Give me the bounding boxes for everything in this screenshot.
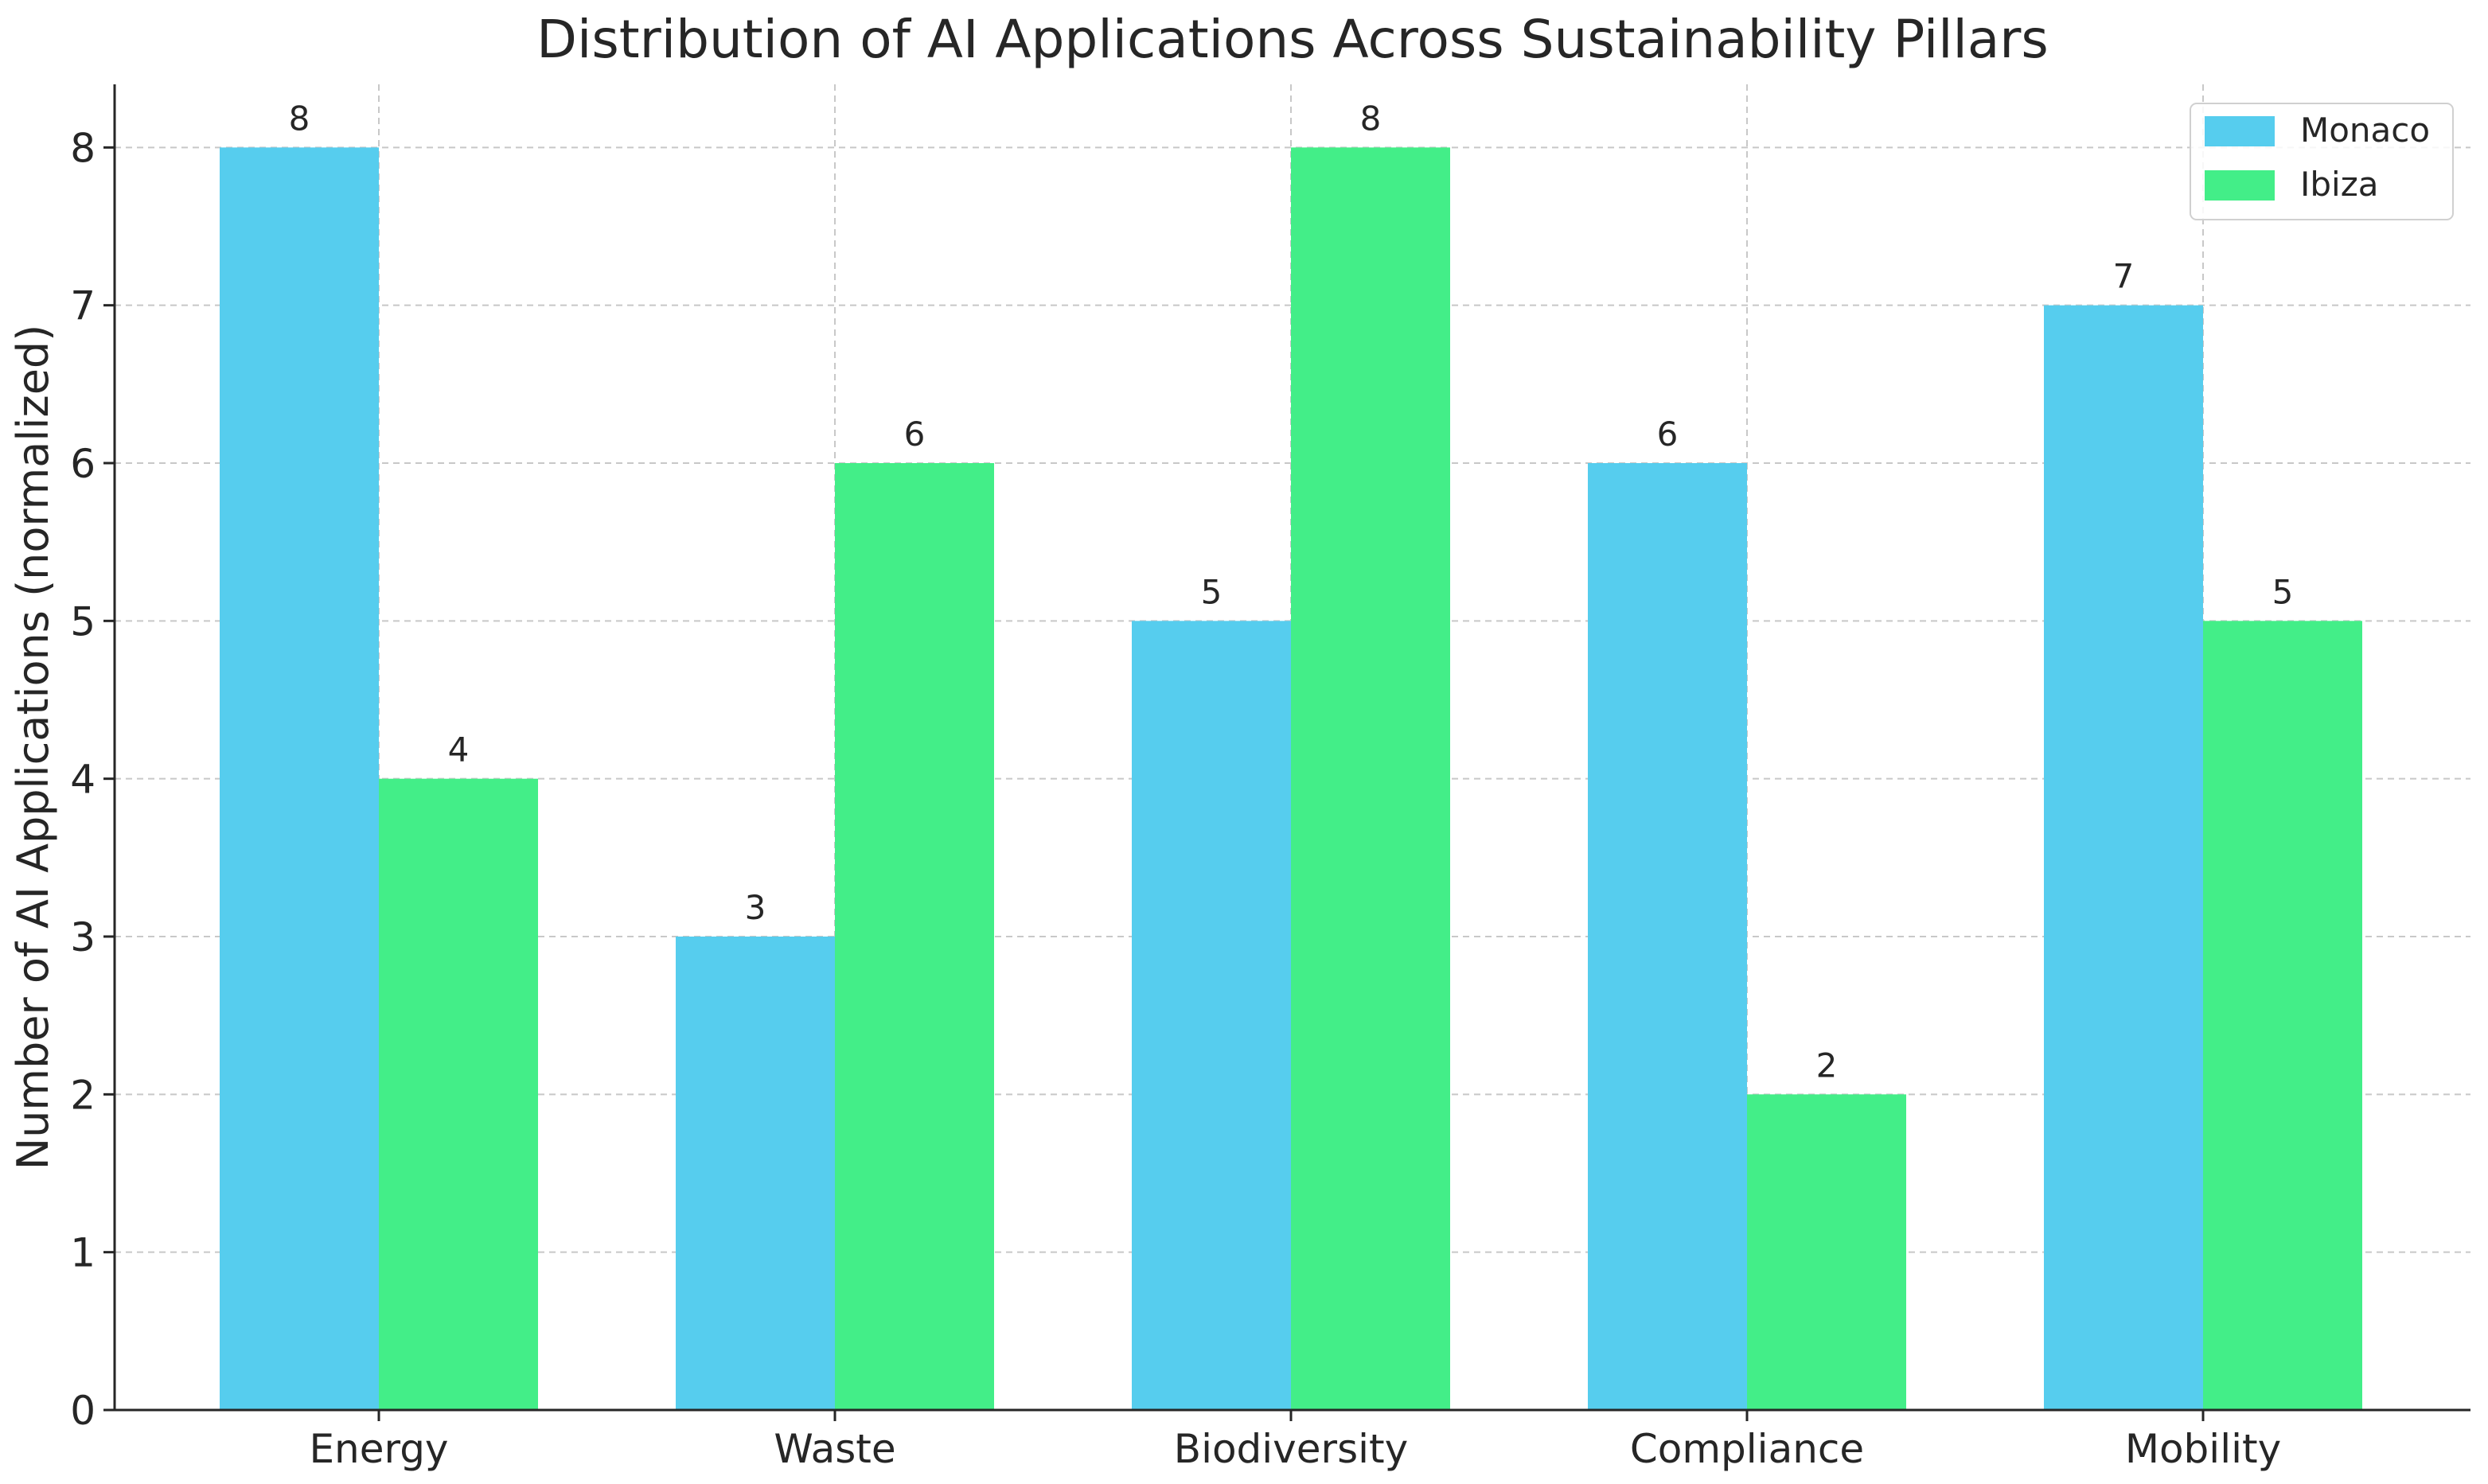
legend-label: Ibiza [2300, 165, 2379, 204]
legend-swatch-ibiza [2205, 170, 2275, 201]
y-tick-label: 2 [70, 1072, 96, 1118]
y-tick-label: 6 [70, 441, 96, 487]
bar-monaco-compliance [1588, 463, 1747, 1410]
bar-monaco-biodiversity [1132, 621, 1291, 1410]
chart-title: Distribution of AI Applications Across S… [536, 9, 2049, 70]
axes: 0 1 2 3 4 5 6 7 8 Energy Waste Biodiversity Complian… [70, 84, 2470, 1472]
bar-ibiza-biodiversity [1291, 147, 1450, 1410]
data-label: 6 [904, 415, 926, 454]
data-label: 3 [745, 888, 766, 927]
data-label: 2 [1816, 1046, 1838, 1085]
y-tick-label: 1 [70, 1230, 96, 1276]
legend-label: Monaco [2300, 111, 2430, 150]
y-tick-label: 0 [70, 1388, 96, 1434]
x-tick-label: Waste [774, 1426, 895, 1472]
bars [220, 147, 2362, 1411]
bar-ibiza-energy [379, 778, 538, 1410]
bar-monaco-energy [220, 147, 379, 1410]
y-tick-label: 3 [70, 914, 96, 960]
x-tick-label: Compliance [1630, 1426, 1864, 1472]
y-tick-label: 8 [70, 125, 96, 171]
y-tick-label: 4 [70, 757, 96, 803]
data-label: 5 [1201, 572, 1223, 611]
bar-ibiza-compliance [1747, 1094, 1906, 1410]
x-tick-label: Biodiversity [1174, 1426, 1408, 1472]
bar-ibiza-mobility [2203, 621, 2362, 1410]
y-axis-label: Number of AI Applications (normalized) [8, 325, 58, 1170]
data-label: 4 [448, 730, 470, 769]
data-label: 7 [2113, 257, 2135, 296]
data-label: 8 [289, 99, 310, 138]
bar-monaco-mobility [2044, 305, 2203, 1411]
data-labels: 8 3 5 6 7 4 6 8 2 5 [289, 99, 2294, 1085]
x-tick-label: Energy [309, 1426, 448, 1472]
bar-ibiza-waste [835, 463, 994, 1410]
legend-swatch-monaco [2205, 116, 2275, 146]
x-tick-label: Mobility [2125, 1426, 2281, 1472]
data-label: 8 [1360, 99, 1382, 138]
y-tick-label: 7 [70, 283, 96, 329]
legend: Monaco Ibiza [2190, 103, 2454, 220]
data-label: 5 [2272, 572, 2294, 611]
y-tick-label: 5 [70, 598, 96, 645]
bar-monaco-waste [676, 937, 835, 1410]
data-label: 6 [1657, 415, 1679, 454]
